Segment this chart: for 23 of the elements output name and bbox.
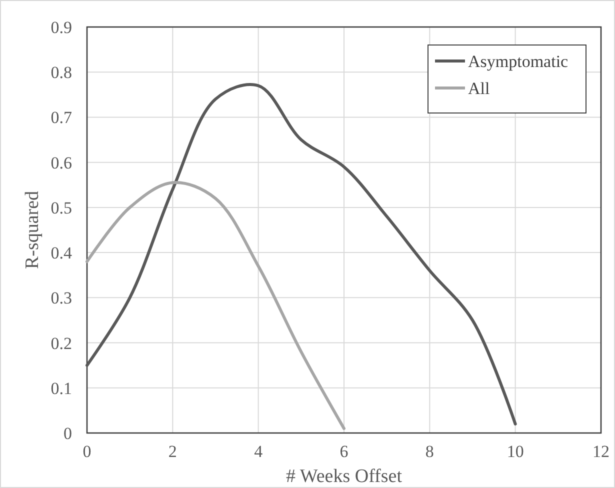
y-tick-label: 0.9 — [50, 18, 72, 37]
y-tick-label: 0.1 — [50, 378, 72, 398]
x-tick-label: 8 — [425, 442, 434, 461]
y-tick-label: 0 — [64, 424, 72, 443]
x-tick-label: 12 — [592, 442, 610, 461]
legend-label: All — [468, 79, 490, 98]
x-tick-label: 2 — [168, 442, 177, 461]
y-axis-title: R-squared — [22, 190, 43, 270]
legend-label: Asymptomatic — [468, 52, 569, 71]
x-axis-title: # Weeks Offset — [286, 466, 403, 487]
y-tick-label: 0.5 — [50, 198, 72, 218]
y-tick-label: 0.8 — [50, 63, 72, 82]
y-tick-label: 0.2 — [50, 334, 72, 353]
line-series — [86, 83, 517, 426]
x-tick-label: 10 — [506, 442, 524, 461]
y-tick-label: 0.3 — [50, 288, 72, 308]
x-tick-label: 6 — [340, 442, 348, 461]
y-tick-label: 0.7 — [50, 108, 72, 128]
y-tick-label: 0.4 — [50, 244, 72, 263]
y-tick-label: 0.6 — [50, 153, 72, 172]
line-series — [86, 181, 346, 430]
x-tick-label: 0 — [82, 442, 92, 461]
x-tick-label: 4 — [254, 442, 264, 461]
